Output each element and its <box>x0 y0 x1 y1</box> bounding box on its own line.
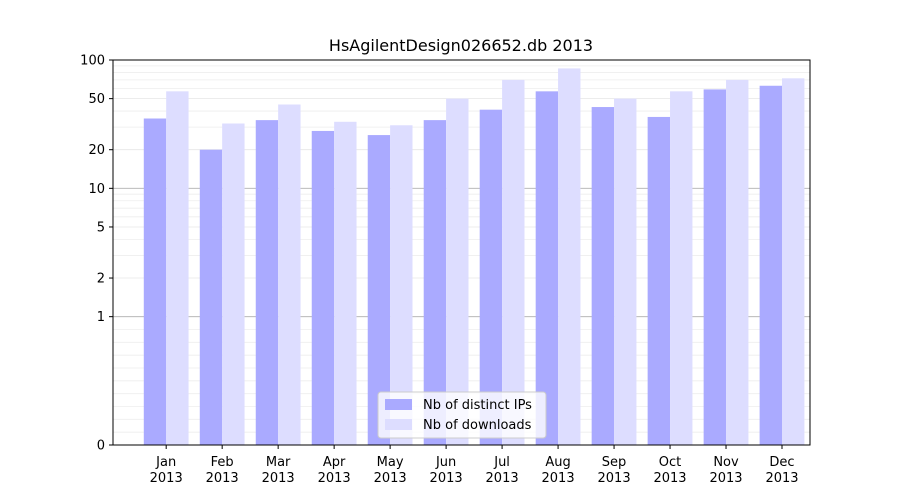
bar-downloads <box>166 91 189 445</box>
bar-distinct-ips <box>143 118 167 446</box>
bar-downloads <box>390 125 413 446</box>
x-tick-label-month: Jul <box>493 455 510 470</box>
x-tick-label-month: Mar <box>266 455 291 470</box>
x-tick-label-month: Sep <box>602 455 627 470</box>
x-tick-label-year: 2013 <box>709 471 742 486</box>
x-tick-label-year: 2013 <box>206 471 239 486</box>
bar-distinct-ips <box>479 109 503 445</box>
y-tick-label: 2 <box>97 272 105 287</box>
axes <box>109 59 811 449</box>
x-tick-label-year: 2013 <box>150 471 183 486</box>
bar-distinct-ips <box>703 89 727 446</box>
x-tick-label-month: Jan <box>155 455 176 470</box>
bar-distinct-ips <box>591 107 615 446</box>
bar-downloads <box>278 104 301 445</box>
x-tick-label-year: 2013 <box>598 471 631 486</box>
bar-downloads <box>782 78 805 446</box>
tick-labels: 0125102050100Jan2013Feb2013Mar2013Apr201… <box>80 54 798 487</box>
x-tick-label-year: 2013 <box>374 471 407 486</box>
bar-downloads <box>558 68 581 445</box>
bar-downloads <box>334 121 357 445</box>
chart-title: HsAgilentDesign026652.db 2013 <box>329 36 593 55</box>
bar-distinct-ips <box>199 149 223 445</box>
x-tick-label-month: May <box>377 455 404 470</box>
bar-downloads <box>726 79 749 445</box>
x-tick-label-month: Oct <box>659 455 681 470</box>
x-tick-label-year: 2013 <box>430 471 463 486</box>
y-tick-label: 20 <box>88 143 105 158</box>
x-tick-label-month: Feb <box>211 455 234 470</box>
plot-frame <box>112 59 811 446</box>
x-tick-label-year: 2013 <box>262 471 295 486</box>
legend-label: Nb of distinct IPs <box>423 398 532 413</box>
legend-label: Nb of downloads <box>423 418 532 433</box>
bar-distinct-ips <box>647 116 671 446</box>
x-tick-label-year: 2013 <box>653 471 686 486</box>
x-tick-label-year: 2013 <box>486 471 519 486</box>
legend-swatch <box>385 399 412 410</box>
bar-downloads <box>446 98 469 446</box>
bar-downloads <box>502 79 525 445</box>
y-tick-label: 0 <box>97 439 105 454</box>
legend: Nb of distinct IPs Nb of downloads <box>377 391 547 439</box>
legend-swatch <box>385 419 412 430</box>
bar-distinct-ips <box>367 135 391 445</box>
x-tick-label-month: Apr <box>323 455 346 470</box>
bars <box>143 68 805 446</box>
x-tick-label-year: 2013 <box>542 471 575 486</box>
bar-downloads <box>222 123 245 446</box>
y-tick-label: 1 <box>97 310 105 325</box>
y-tick-label: 10 <box>88 182 105 197</box>
y-tick-label: 50 <box>88 92 105 107</box>
x-tick-label-month: Dec <box>769 455 794 470</box>
bar-distinct-ips <box>423 120 447 446</box>
bar-downloads <box>670 91 693 445</box>
bar-downloads <box>614 98 637 446</box>
bar-distinct-ips <box>255 120 279 446</box>
bar-distinct-ips <box>535 91 559 445</box>
x-tick-label-month: Jun <box>435 455 456 470</box>
x-tick-label-year: 2013 <box>765 471 798 486</box>
x-tick-label-month: Aug <box>545 455 570 470</box>
x-tick-label-month: Nov <box>713 455 739 470</box>
x-tick-label-year: 2013 <box>318 471 351 486</box>
bar-distinct-ips <box>759 85 783 446</box>
bar-distinct-ips <box>311 130 335 445</box>
y-tick-label: 5 <box>97 220 105 235</box>
legend-box <box>377 391 547 439</box>
y-tick-label: 100 <box>80 54 105 69</box>
